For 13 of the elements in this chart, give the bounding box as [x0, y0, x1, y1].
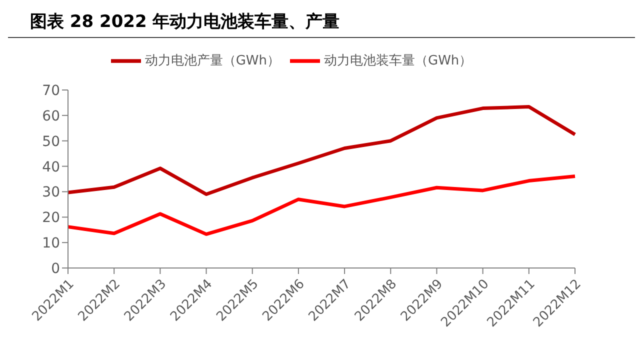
legend-label: 动力电池产量（GWh）: [144, 54, 280, 69]
y-tick-label: 10: [42, 236, 60, 252]
y-tick-label: 50: [42, 134, 60, 150]
line-series: [66, 174, 577, 236]
y-tick-label: 70: [42, 82, 60, 99]
line-series: [66, 105, 577, 196]
y-tick-label: 20: [42, 210, 60, 226]
legend-label: 动力电池装车量（GWh）: [324, 54, 472, 69]
chart-title: 图表 28 2022 年动力电池装车量、产量: [8, 8, 635, 38]
y-tick-label: 0: [51, 260, 60, 277]
y-tick-label: 30: [42, 184, 60, 201]
y-tick-label: 40: [42, 159, 60, 176]
y-tick-label: 60: [42, 108, 60, 124]
